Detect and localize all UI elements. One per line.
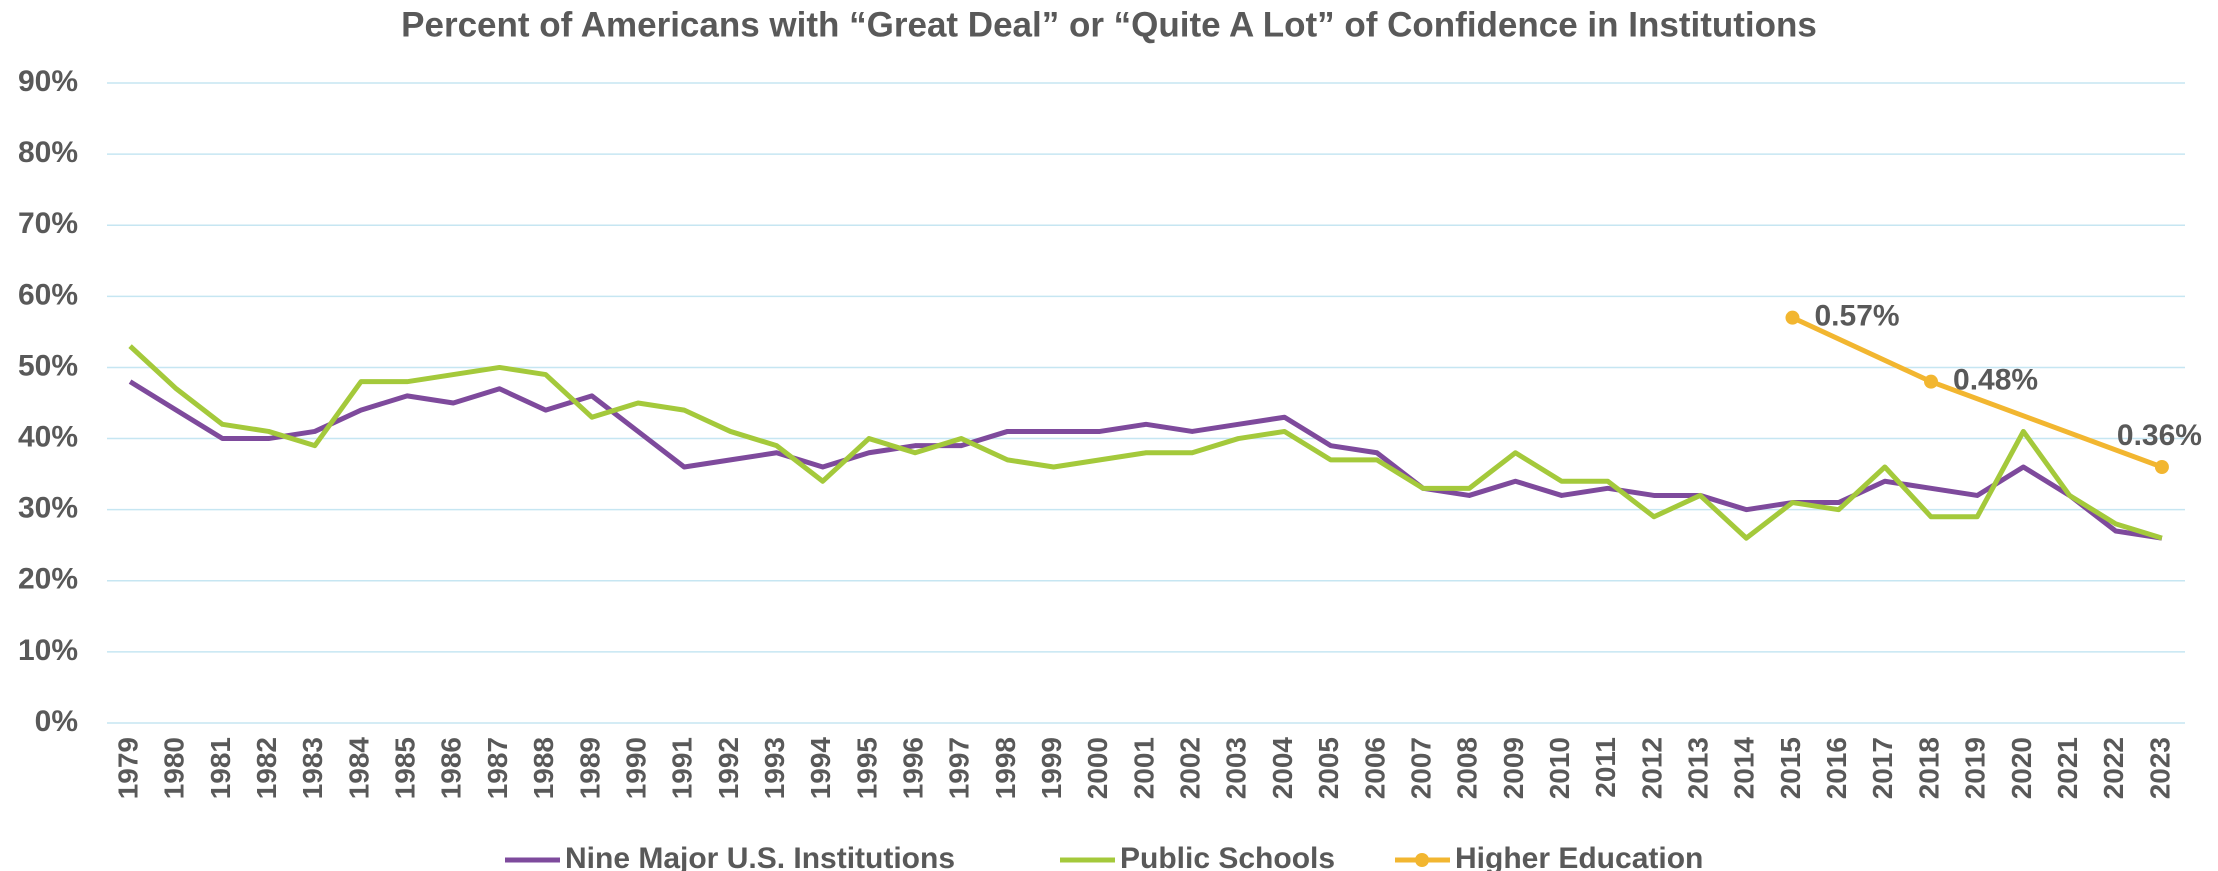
y-tick-label: 30% [18, 492, 78, 525]
x-tick-label: 2020 [2006, 737, 2037, 799]
x-tick-label: 2006 [1359, 737, 1390, 799]
x-tick-label: 1981 [205, 737, 236, 799]
x-tick-label: 2001 [1128, 737, 1159, 799]
y-tick-label: 90% [18, 65, 78, 98]
x-tick-label: 2013 [1683, 737, 1714, 799]
x-tick-label: 1994 [805, 737, 836, 800]
x-tick-label: 1993 [759, 737, 790, 799]
y-tick-label: 20% [18, 563, 78, 596]
x-tick-label: 1979 [112, 737, 143, 799]
x-tick-label: 1989 [574, 737, 605, 799]
x-tick-label: 2022 [2098, 737, 2129, 799]
x-tick-label: 1985 [390, 737, 421, 799]
x-tick-label: 2004 [1267, 737, 1298, 800]
marker [1924, 374, 1939, 389]
x-tick-label: 2015 [1775, 737, 1806, 799]
y-tick-label: 70% [18, 207, 78, 240]
legend-label: Higher Education [1455, 842, 1703, 871]
x-tick-label: 1982 [251, 737, 282, 799]
x-tick-label: 2000 [1082, 737, 1113, 799]
legend-marker [1415, 853, 1429, 867]
x-tick-label: 1995 [851, 737, 882, 799]
data-label: 0.57% [1814, 300, 1899, 333]
chart-title: Percent of Americans with “Great Deal” o… [401, 5, 1817, 44]
x-tick-label: 2017 [1867, 737, 1898, 799]
x-tick-label: 1984 [343, 737, 374, 800]
x-tick-label: 2005 [1313, 737, 1344, 799]
y-tick-label: 0% [35, 705, 78, 738]
x-tick-label: 2003 [1221, 737, 1252, 799]
x-tick-label: 2014 [1729, 737, 1760, 800]
x-tick-label: 2009 [1498, 737, 1529, 799]
x-tick-label: 2010 [1544, 737, 1575, 799]
data-label: 0.48% [1953, 364, 2038, 397]
x-tick-label: 1983 [297, 737, 328, 799]
x-tick-label: 1992 [713, 737, 744, 799]
x-tick-label: 2021 [2052, 737, 2083, 799]
y-tick-label: 60% [18, 278, 78, 311]
marker [2154, 460, 2169, 474]
x-tick-label: 1998 [990, 737, 1021, 799]
x-tick-label: 1980 [159, 737, 190, 799]
x-tick-label: 1991 [667, 737, 698, 799]
x-tick-label: 2018 [1913, 737, 1944, 799]
x-tick-label: 2008 [1452, 737, 1483, 799]
x-tick-label: 2016 [1821, 737, 1852, 799]
y-tick-label: 80% [18, 136, 78, 169]
series-line [128, 379, 2163, 541]
x-tick-label: 1999 [1036, 737, 1067, 799]
x-tick-label: 2002 [1175, 737, 1206, 799]
y-tick-label: 50% [18, 349, 78, 382]
x-tick-label: 1996 [898, 737, 929, 799]
marker [1785, 310, 1800, 325]
y-tick-label: 40% [18, 420, 78, 453]
x-tick-label: 1987 [482, 737, 513, 799]
x-tick-label: 1988 [528, 737, 559, 799]
x-tick-label: 1990 [620, 737, 651, 799]
series-line [128, 344, 2163, 541]
data-label: 0.36% [2117, 419, 2202, 452]
x-tick-label: 2007 [1405, 737, 1436, 799]
x-tick-label: 1997 [944, 737, 975, 799]
legend-label: Public Schools [1120, 842, 1335, 871]
y-tick-label: 10% [18, 634, 78, 667]
x-tick-label: 2012 [1636, 737, 1667, 799]
legend-label: Nine Major U.S. Institutions [565, 842, 955, 871]
x-tick-label: 2019 [1960, 737, 1991, 799]
x-tick-label: 2023 [2144, 737, 2175, 799]
x-tick-label: 2011 [1590, 737, 1621, 798]
x-tick-label: 1986 [436, 737, 467, 799]
